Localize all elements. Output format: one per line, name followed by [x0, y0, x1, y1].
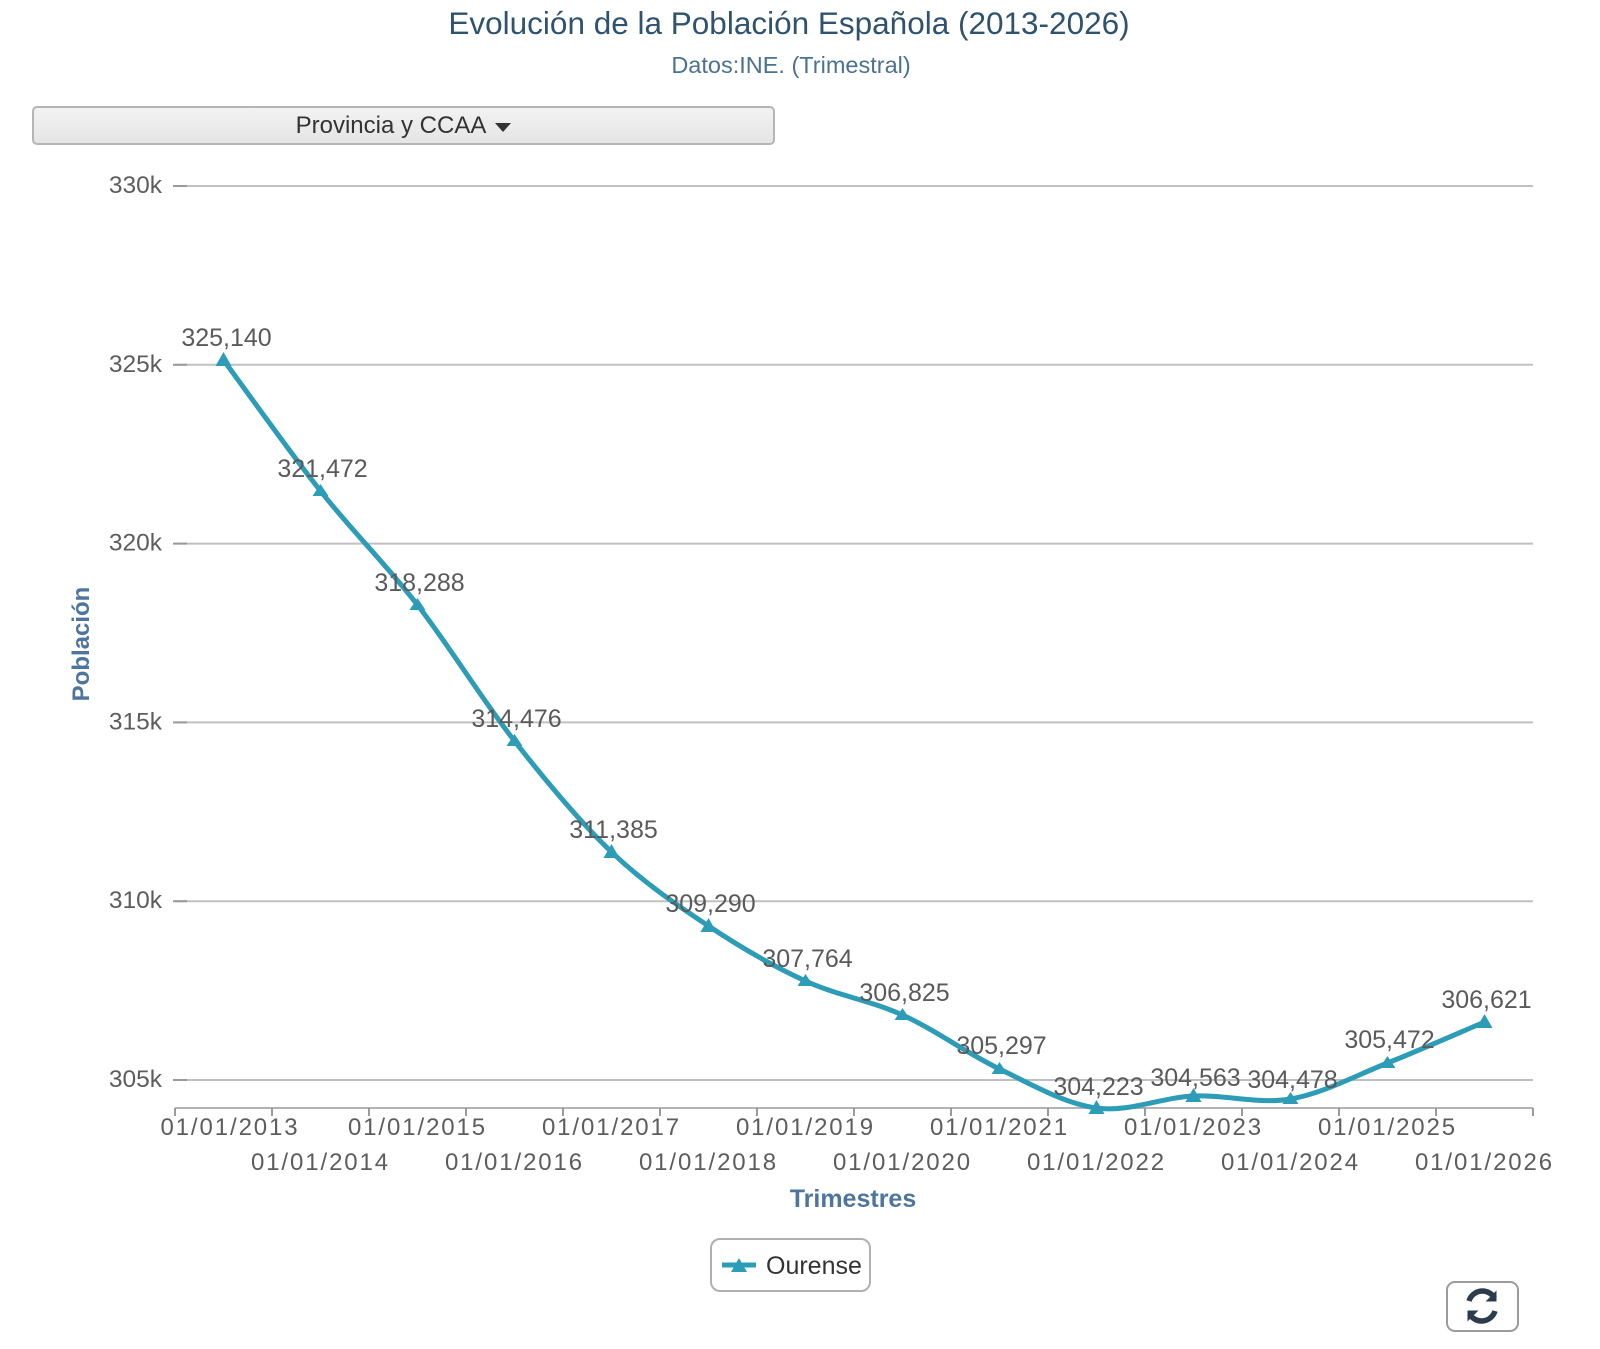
svg-text:01/01/2023: 01/01/2023 [1124, 1114, 1263, 1141]
svg-text:Ourense: Ourense [766, 1252, 862, 1280]
svg-text:305,297: 305,297 [956, 1032, 1046, 1060]
svg-text:325,140: 325,140 [181, 324, 271, 352]
svg-text:311,385: 311,385 [569, 816, 658, 844]
svg-text:307,764: 307,764 [762, 945, 852, 973]
svg-text:01/01/2016: 01/01/2016 [445, 1149, 584, 1176]
svg-text:318,288: 318,288 [374, 569, 464, 597]
svg-text:01/01/2014: 01/01/2014 [251, 1149, 390, 1176]
svg-text:330k: 330k [109, 172, 163, 199]
svg-text:304,223: 304,223 [1053, 1073, 1143, 1101]
svg-text:01/01/2022: 01/01/2022 [1027, 1149, 1166, 1176]
svg-text:01/01/2025: 01/01/2025 [1318, 1114, 1457, 1141]
svg-text:325k: 325k [109, 351, 163, 378]
svg-text:01/01/2018: 01/01/2018 [639, 1149, 778, 1176]
svg-text:01/01/2015: 01/01/2015 [348, 1114, 487, 1141]
svg-text:320k: 320k [109, 530, 163, 557]
svg-text:315k: 315k [109, 708, 163, 735]
svg-text:01/01/2026: 01/01/2026 [1415, 1149, 1554, 1176]
svg-text:309,290: 309,290 [665, 890, 755, 918]
svg-text:01/01/2024: 01/01/2024 [1221, 1149, 1360, 1176]
svg-text:01/01/2019: 01/01/2019 [736, 1114, 875, 1141]
svg-text:01/01/2021: 01/01/2021 [930, 1114, 1069, 1141]
svg-text:01/01/2020: 01/01/2020 [833, 1149, 972, 1176]
svg-text:314,476: 314,476 [471, 705, 561, 733]
svg-text:Población: Población [68, 587, 95, 702]
svg-text:305k: 305k [109, 1066, 163, 1093]
svg-text:310k: 310k [109, 887, 163, 914]
svg-text:306,621: 306,621 [1441, 986, 1531, 1014]
svg-text:306,825: 306,825 [859, 979, 949, 1007]
svg-text:305,472: 305,472 [1344, 1026, 1434, 1054]
svg-text:304,478: 304,478 [1247, 1066, 1337, 1094]
svg-text:304,563: 304,563 [1150, 1064, 1240, 1092]
svg-text:01/01/2013: 01/01/2013 [160, 1114, 299, 1141]
svg-text:Trimestres: Trimestres [790, 1185, 916, 1213]
svg-text:01/01/2017: 01/01/2017 [542, 1114, 681, 1141]
svg-text:321,472: 321,472 [277, 455, 367, 483]
